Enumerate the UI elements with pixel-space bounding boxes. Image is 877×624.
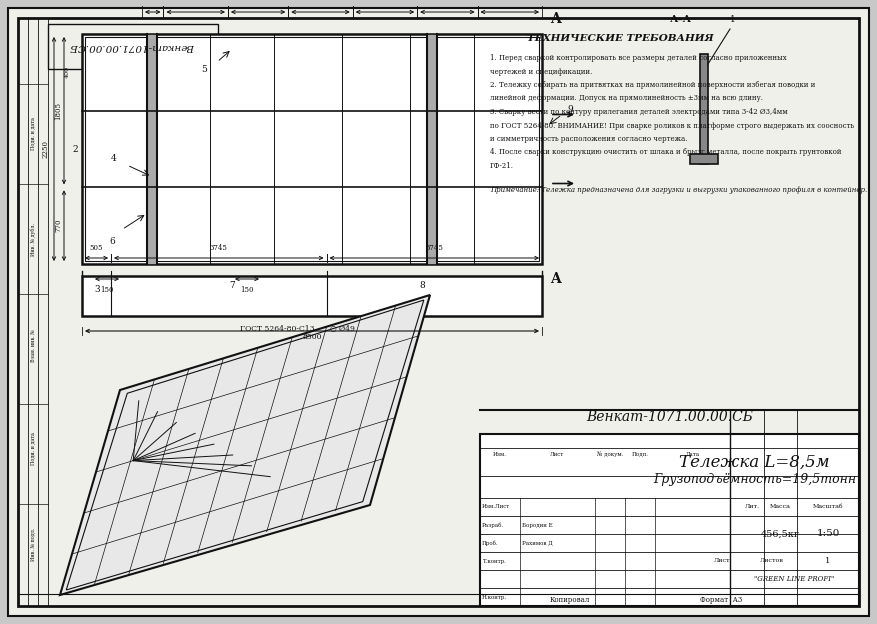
Text: Венкат-1071.00.00.СБ: Венкат-1071.00.00.СБ — [71, 42, 196, 52]
Text: Грузоподъёмность=19,5тонн: Грузоподъёмность=19,5тонн — [653, 474, 856, 487]
Text: Подп.: Подп. — [631, 451, 648, 457]
Text: 5: 5 — [201, 64, 207, 74]
Text: 1170: 1170 — [187, 0, 204, 1]
Text: 1:50: 1:50 — [816, 530, 839, 539]
Text: 1805: 1805 — [54, 102, 62, 120]
Text: 2250: 2250 — [42, 140, 50, 158]
Text: "GREEN LINE PROFI": "GREEN LINE PROFI" — [754, 575, 835, 583]
Text: Проб.: Проб. — [482, 540, 499, 546]
Text: Поди. и дата: Поди. и дата — [31, 432, 36, 466]
Text: Изм.Лист: Изм.Лист — [482, 504, 510, 510]
Text: Венкат-1071.00.00.СБ: Венкат-1071.00.00.СБ — [586, 410, 753, 424]
Text: Масса: Масса — [770, 504, 791, 510]
Text: 400: 400 — [65, 66, 70, 79]
Text: 3. Сварку вести по контуру прилегания деталей электродами типа 3-42 Ø3,4мм: 3. Сварку вести по контуру прилегания де… — [490, 108, 788, 116]
Text: Формат  А3: Формат А3 — [700, 596, 742, 604]
Bar — [82, 276, 542, 316]
Text: 150: 150 — [100, 286, 114, 294]
Text: Разраб.: Разраб. — [482, 522, 504, 528]
Text: Лист: Лист — [714, 558, 731, 563]
Text: 4: 4 — [111, 154, 117, 163]
Text: Инв. № подл.: Инв. № подл. — [31, 527, 36, 561]
Text: 1170: 1170 — [501, 0, 519, 1]
Text: Инв. № дубл.: Инв. № дубл. — [30, 223, 36, 255]
Text: 4. После сварки конструкцию очистить от шлака и брызг металла, после покрыть гру: 4. После сварки конструкцию очистить от … — [490, 149, 842, 157]
Text: 1: 1 — [730, 15, 736, 24]
Text: 2: 2 — [72, 145, 78, 154]
Text: Взам. инв. №: Взам. инв. № — [31, 329, 35, 363]
Text: 150: 150 — [240, 286, 253, 294]
Text: А–А: А–А — [670, 15, 692, 24]
Text: 1. Перед сваркой контролировать все размеры деталей согласно приложенных: 1. Перед сваркой контролировать все разм… — [490, 54, 787, 62]
Text: ТЕХНИЧЕСКИЕ ТРЕБОВАНИЯ: ТЕХНИЧЕСКИЕ ТРЕБОВАНИЯ — [527, 34, 713, 43]
Text: линейной деформации. Допуск на прямолинейность ±3мм на всю длину.: линейной деформации. Допуск на прямолине… — [490, 94, 763, 102]
Text: Масштаб: Масштаб — [813, 504, 844, 510]
Text: 6: 6 — [109, 236, 115, 245]
Text: 1170: 1170 — [311, 0, 330, 1]
Text: A: A — [550, 12, 560, 26]
Bar — [690, 154, 718, 164]
Text: 8: 8 — [419, 281, 424, 291]
Text: Примечание: Тележка предназначена для загрузки и выгрузки упакованного профиля в: Примечание: Тележка предназначена для за… — [490, 185, 867, 193]
Text: Т.контр.: Т.контр. — [482, 558, 506, 563]
Bar — [427, 34, 437, 264]
Bar — [147, 34, 157, 264]
Text: Дата: Дата — [686, 452, 700, 457]
Text: Изм.: Изм. — [493, 452, 507, 457]
Text: Лит.: Лит. — [745, 504, 759, 510]
Bar — [85, 37, 539, 261]
Text: 3745: 3745 — [210, 244, 228, 252]
Bar — [82, 34, 542, 264]
Text: 456,5кг: 456,5кг — [761, 530, 800, 539]
Bar — [480, 434, 859, 606]
Text: 1095: 1095 — [249, 0, 267, 1]
Text: A: A — [550, 272, 560, 286]
Text: 1170: 1170 — [376, 0, 394, 1]
Text: Н.контр.: Н.контр. — [482, 595, 507, 600]
Text: Тележка L=8,5м: Тележка L=8,5м — [680, 454, 830, 470]
Text: Бородин Е: Бородин Е — [522, 522, 553, 527]
Text: ГФ-21.: ГФ-21. — [490, 162, 514, 170]
Text: Поди. и дата: Поди. и дата — [31, 117, 36, 150]
Text: и симметричность расположения согласно чертежа.: и симметричность расположения согласно ч… — [490, 135, 688, 143]
Bar — [48, 24, 218, 69]
Text: 390: 390 — [146, 0, 160, 1]
Text: 1095: 1095 — [438, 0, 456, 1]
Text: Листов: Листов — [760, 558, 784, 563]
Text: Лист: Лист — [551, 452, 565, 457]
Text: чертежей и спецификации.: чертежей и спецификации. — [490, 67, 592, 76]
Bar — [700, 54, 708, 164]
Text: Копировал: Копировал — [550, 596, 590, 604]
Text: № докум.: № докум. — [597, 451, 624, 457]
Text: 9: 9 — [567, 105, 573, 114]
Text: Рахимов Д: Рахимов Д — [522, 540, 553, 545]
Polygon shape — [60, 295, 430, 595]
Text: 2. Тележку собирать на притвятках на прямолинейной поверхности избегая поводки и: 2. Тележку собирать на притвятках на пря… — [490, 81, 816, 89]
Text: 3745: 3745 — [425, 244, 443, 252]
Text: 7: 7 — [229, 281, 235, 291]
Text: 8500: 8500 — [303, 333, 322, 341]
Text: 1: 1 — [825, 557, 831, 565]
Text: 3: 3 — [94, 285, 100, 293]
Text: ○ Ø49: ○ Ø49 — [330, 325, 355, 333]
Text: 505: 505 — [89, 244, 103, 252]
Text: ГОСТ 5264-80-С13: ГОСТ 5264-80-С13 — [240, 325, 315, 333]
Text: по ГОСТ 5264-80. ВНИМАНИЕ! При сварке роликов к платформе строго выдержать их со: по ГОСТ 5264-80. ВНИМАНИЕ! При сварке ро… — [490, 122, 854, 130]
Text: 770: 770 — [54, 219, 62, 232]
